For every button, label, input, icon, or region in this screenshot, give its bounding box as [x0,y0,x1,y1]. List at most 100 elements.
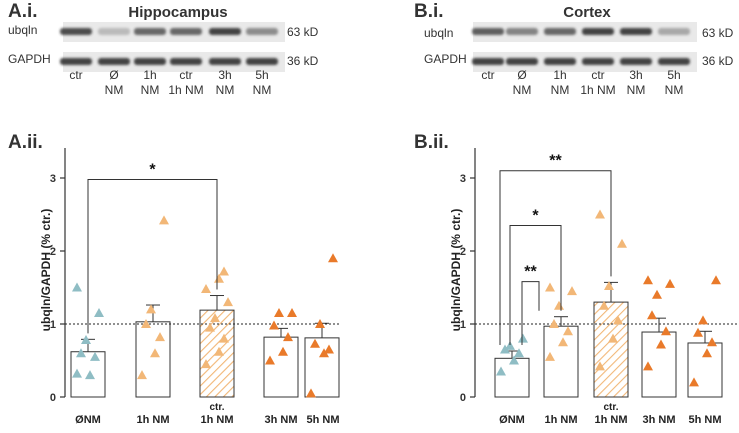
blot-band-gapdh [506,58,538,65]
data-point [219,266,229,276]
data-point [665,278,675,288]
blot-lane-label: NM [627,83,646,97]
blot-band-ubqln [98,28,130,35]
significance-bracket [499,170,612,346]
data-point [283,332,293,342]
significance-label: * [149,161,156,178]
data-point [72,368,82,378]
data-point [707,337,717,347]
blot-band-gapdh [134,58,166,65]
blot-lane-label: 5h [255,68,268,82]
panel-a-blot: A.i. Hippocampus ubqln GAPDH 63 kD 36 kD… [8,1,319,97]
y-axis-label-b: ubqln/GAPDH (% ctr.) [449,209,463,332]
x-tick-label: 1h NM [201,414,234,426]
blot-band-ubqln [134,28,166,35]
blot-title-b: Cortex [563,4,611,21]
blot-lane-label: NM [513,83,532,97]
y-tick-label: 0 [50,392,56,404]
bar [543,325,579,398]
x-tick-label: 3h NM [643,414,676,426]
blot-band-ubqln [246,28,278,35]
data-point [72,282,82,292]
blot-lane-label: Ø [109,68,118,82]
panel-b-blot: B.i. Cortex ubqln GAPDH 63 kD 36 kD ctr Ø… [414,1,734,97]
blot-band-gapdh [658,58,690,65]
blot-band-ubqln [620,28,652,35]
data-point [613,315,623,325]
y-tick-label: 2 [460,246,466,258]
data-point [319,348,329,358]
data-point [643,361,653,371]
blot-kd-63-b: 63 kD [702,26,734,40]
blot-lane-label: NM [253,83,272,97]
data-point [599,300,609,310]
significance-bracket [87,178,218,334]
data-point [545,282,555,292]
data-point [567,286,577,296]
y-tick-label: 3 [50,173,56,185]
data-point [274,308,284,318]
data-point [315,319,325,328]
blot-lane-label: 3h [629,68,642,82]
data-point [702,348,712,358]
blot-lane-label: ctr [179,68,192,82]
data-point [554,300,564,310]
blot-title-a: Hippocampus [128,4,227,21]
significance-label: ** [524,264,537,281]
blot-band-gapdh [60,58,92,65]
data-point [306,388,316,398]
blot-band-gapdh [170,58,202,65]
bar [304,337,340,398]
data-point [94,308,104,318]
x-tick-label: 3h NM [265,414,298,426]
data-point [90,351,100,361]
x-tick-label: 1h NM [545,414,578,426]
data-point [604,281,614,291]
data-point [155,332,165,342]
data-point [500,344,510,354]
y-tick-label: 1 [50,319,56,331]
blot-band-ubqln [209,28,241,35]
x-tick-label: 5h NM [689,414,722,426]
data-point [652,289,662,299]
x-tick-label: 1h NM [595,414,628,426]
data-point [617,238,627,248]
data-point [328,253,338,263]
blot-band-gapdh [472,58,504,65]
blot-row-label-gapdh-b: GAPDH [424,52,467,66]
data-point [661,326,671,336]
data-point [608,333,618,343]
data-point [81,335,91,345]
data-point [558,337,568,347]
data-point [545,351,555,361]
x-tick-label: ctr. [603,402,618,413]
y-tick-label: 0 [460,392,466,404]
blot-band-ubqln [506,28,538,35]
blot-row-label-ubqln-a: ubqln [8,23,37,37]
significance-bracket [521,281,540,346]
data-point [310,338,320,348]
data-point [85,370,95,380]
blot-band-ubqln [170,28,202,35]
blot-lane-label: NM [551,83,570,97]
blot-lane-label: ctr [481,68,494,82]
y-tick-label: 2 [50,246,56,258]
data-point [214,346,224,356]
blot-lane-label: NM [665,83,684,97]
blot-lane-label: 1h [553,68,566,82]
data-point [324,344,334,354]
significance-label: ** [549,153,562,170]
data-point [205,322,215,332]
data-point [595,209,605,219]
data-point [656,339,666,349]
data-point [150,348,160,358]
data-point [287,308,297,318]
data-point [518,333,528,343]
blot-band-ubqln [60,28,92,35]
bar [593,301,629,398]
blot-band-ubqln [582,28,614,35]
blot-band-gapdh [544,58,576,65]
